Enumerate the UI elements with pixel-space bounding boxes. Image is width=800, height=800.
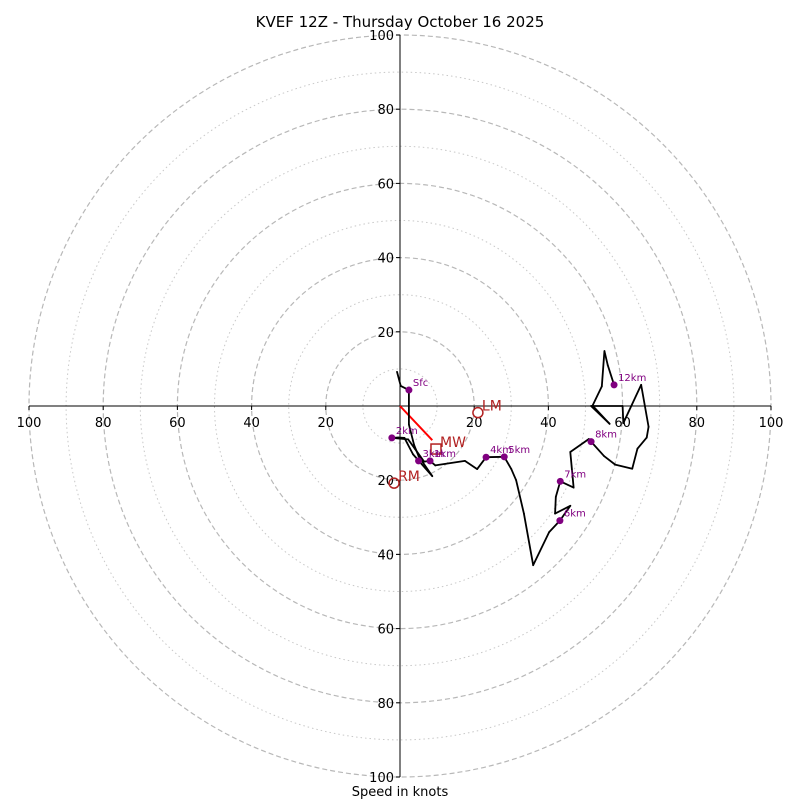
mean-wind-vector: [399, 405, 434, 441]
y-tick-label: 80: [377, 697, 394, 712]
height-marker-12km: [610, 381, 618, 389]
y-tick-label: 20: [377, 326, 394, 341]
mw-marker: [430, 443, 442, 455]
x-tick-label: 100: [17, 416, 42, 431]
trace-segment: [413, 447, 426, 463]
y-tick-label: 60: [377, 623, 394, 638]
trace-segment: [464, 460, 479, 470]
y-tick-label: 80: [377, 103, 394, 118]
height-marker-5km: [500, 453, 508, 461]
trace-segment: [636, 436, 648, 450]
trace-segment: [396, 370, 402, 387]
trace-segment: [554, 504, 572, 515]
height-label-1km: 1km: [434, 449, 456, 460]
storm-motion-layer: LM RM MW: [388, 399, 502, 489]
trace-segment: [622, 383, 643, 424]
trace-segment: [407, 438, 416, 450]
y-tick-label: 100: [369, 771, 394, 786]
height-label-8km: 8km: [595, 430, 617, 441]
trace-segment: [600, 350, 606, 388]
x-tick-label: 20: [466, 416, 483, 431]
x-tick-label: 80: [95, 416, 112, 431]
height-label-2km: 2km: [396, 426, 418, 437]
height-marker-sfc: [405, 386, 413, 394]
trace-segment: [591, 404, 611, 425]
y-tick-label: 60: [377, 177, 394, 192]
height-label-7km: 7km: [564, 469, 586, 480]
rm-marker: [388, 477, 400, 489]
trace-segment: [569, 451, 575, 489]
x-tick-label: 40: [243, 416, 260, 431]
trace-segment: [631, 447, 639, 470]
height-label-6km: 6km: [564, 509, 586, 520]
trace-segment: [515, 479, 525, 515]
trace-segment: [408, 423, 415, 446]
trace-segment: [554, 495, 557, 515]
x-tick-label: 40: [540, 416, 557, 431]
x-tick-label: 20: [318, 416, 335, 431]
height-marker-4km: [482, 453, 490, 461]
mw-label: MW: [440, 435, 466, 451]
trace-segment: [591, 385, 603, 407]
lm-marker: [472, 406, 484, 419]
height-marker-6km: [556, 517, 564, 525]
trace-segment: [532, 531, 551, 567]
lm-label: LM: [482, 399, 502, 415]
height-marker-3km: [415, 457, 423, 465]
x-tick-label: 100: [759, 416, 784, 431]
trace-segment: [523, 512, 535, 567]
trace-segment: [412, 453, 434, 478]
height-label-12km: 12km: [618, 373, 646, 384]
height-label-sfc: Sfc: [413, 378, 428, 389]
chart-title: KVEF 12Z - Thursday October 16 2025: [256, 13, 545, 31]
height-marker-2km: [388, 434, 396, 442]
trace-segment: [403, 437, 414, 456]
trace-segment: [434, 460, 466, 467]
x-tick-label: 80: [689, 416, 706, 431]
height-label-3km: 3km: [423, 449, 445, 460]
trace-segment: [614, 463, 634, 470]
height-marker-1km: [426, 457, 434, 465]
trace-segment: [603, 350, 609, 367]
height-marker-8km: [587, 438, 595, 446]
x-tick-label: 60: [169, 416, 186, 431]
height-label-5km: 5km: [508, 445, 530, 456]
rm-label: RM: [398, 469, 420, 485]
x-axis-label: Speed in knots: [352, 785, 449, 800]
y-tick-label: 40: [377, 548, 394, 563]
trace-segment: [603, 455, 617, 466]
trace-segment: [510, 468, 518, 482]
height-label-4km: 4km: [490, 445, 512, 456]
trace-segment: [621, 405, 625, 424]
y-tick-label: 40: [377, 252, 394, 267]
trace-segment: [640, 383, 650, 428]
y-tick-label: 100: [369, 29, 394, 44]
trace-segment: [645, 425, 650, 439]
trace-segment: [569, 438, 590, 453]
height-marker-7km: [556, 477, 564, 485]
